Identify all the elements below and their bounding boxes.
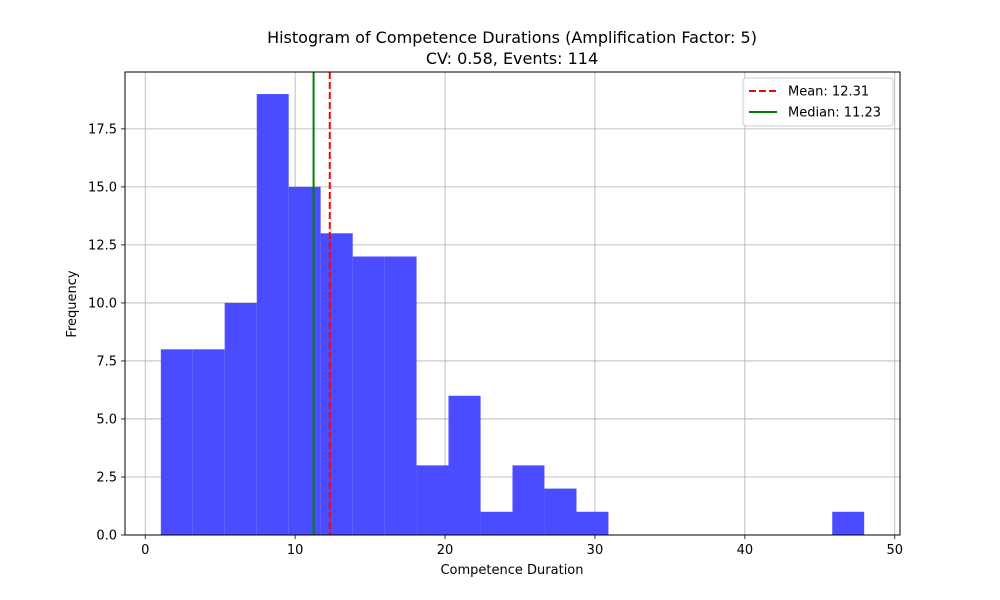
histogram-bar: [320, 233, 353, 535]
y-tick-label: 15.0: [88, 180, 117, 195]
chart-title: Histogram of Competence Durations (Ampli…: [267, 28, 757, 47]
y-tick-label: 2.5: [96, 470, 117, 485]
legend-entry-label: Median: 11.23: [788, 106, 881, 121]
histogram-bars: [160, 94, 865, 536]
y-axis-title: Frequency: [65, 270, 80, 337]
y-axis-ticks: 0.0 2.5 5.0 7.5 10.0 12.5 15.0 17.5: [88, 122, 125, 544]
y-tick-label: 17.5: [88, 122, 117, 137]
y-tick-label: 7.5: [96, 354, 117, 369]
x-tick-label: 0: [141, 543, 149, 558]
x-axis-ticks: 0 10 20 30 40 50: [141, 535, 903, 558]
legend-box: [742, 77, 894, 127]
y-tick-label: 12.5: [88, 238, 117, 253]
histogram-bar: [480, 511, 513, 535]
histogram-bar: [192, 349, 225, 535]
histogram-bar: [160, 349, 193, 535]
y-tick-label: 10.0: [88, 296, 117, 311]
y-tick-label: 5.0: [96, 412, 117, 427]
histogram-bar: [416, 465, 449, 535]
x-tick-label: 30: [587, 543, 604, 558]
x-tick-label: 50: [886, 543, 903, 558]
histogram-bar: [384, 256, 417, 535]
reference-lines: [312, 72, 331, 535]
histogram-bar: [448, 395, 481, 535]
histogram-bar: [832, 511, 865, 535]
y-tick-label: 0.0: [96, 529, 117, 544]
chart-subtitle: CV: 0.58, Events: 114: [426, 49, 598, 68]
histogram-bar: [256, 94, 289, 536]
histogram-bar: [544, 488, 577, 535]
x-tick-label: 10: [287, 543, 304, 558]
histogram-bar: [512, 465, 545, 535]
x-tick-label: 40: [737, 543, 754, 558]
histogram-bar: [576, 511, 609, 535]
legend: Mean: 12.31 Median: 11.23: [742, 77, 894, 127]
x-axis-title: Competence Duration: [440, 563, 583, 578]
histogram-bar: [352, 256, 385, 535]
legend-entry-label: Mean: 12.31: [788, 85, 869, 100]
x-tick-label: 20: [437, 543, 454, 558]
histogram-bar: [288, 186, 321, 535]
plot-frame: [124, 71, 901, 536]
histogram-bar: [224, 302, 257, 535]
